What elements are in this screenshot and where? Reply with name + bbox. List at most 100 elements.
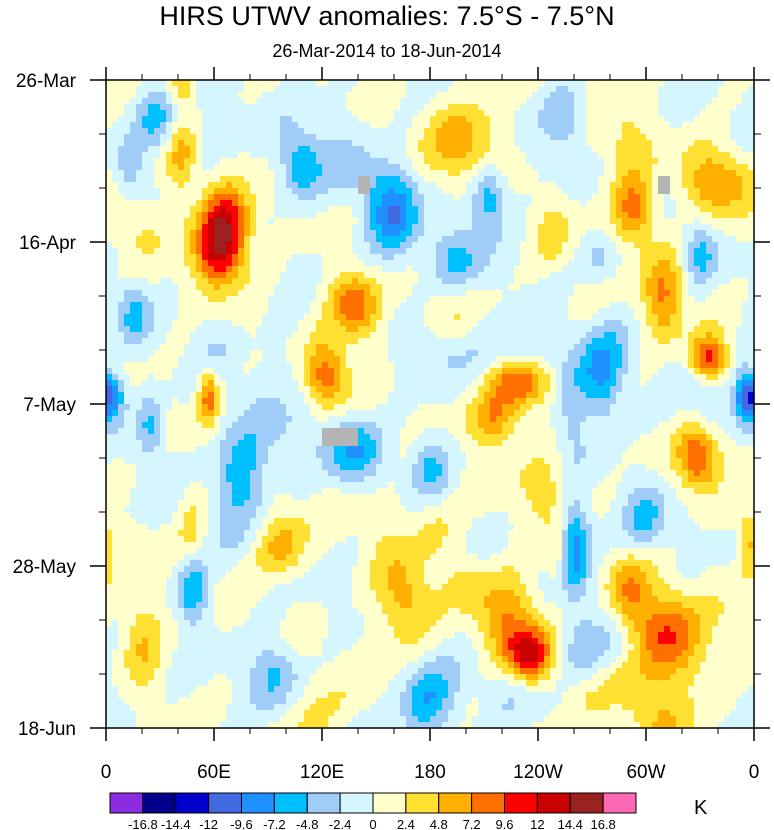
field-cell bbox=[232, 290, 239, 297]
field-cell bbox=[700, 350, 707, 357]
field-cell bbox=[388, 188, 395, 195]
field-cell bbox=[568, 212, 575, 219]
field-cell bbox=[268, 278, 275, 285]
field-cell bbox=[322, 260, 329, 267]
field-cell bbox=[532, 344, 539, 351]
field-cell bbox=[160, 314, 167, 321]
field-cell bbox=[454, 152, 461, 159]
field-cell bbox=[592, 284, 599, 291]
field-cell bbox=[628, 134, 635, 141]
field-cell bbox=[562, 212, 569, 219]
field-cell bbox=[316, 332, 323, 339]
field-cell bbox=[214, 326, 221, 333]
field-cell bbox=[580, 278, 587, 285]
field-cell bbox=[646, 146, 653, 153]
field-cell bbox=[178, 158, 185, 165]
field-cell bbox=[490, 86, 497, 93]
field-cell bbox=[298, 152, 305, 159]
field-cell bbox=[460, 326, 467, 333]
field-cell bbox=[556, 248, 563, 255]
field-cell bbox=[532, 86, 539, 93]
field-cell bbox=[118, 314, 125, 321]
field-cell bbox=[448, 260, 455, 267]
field-cell bbox=[718, 224, 725, 231]
field-cell bbox=[232, 284, 239, 291]
field-cell bbox=[238, 152, 245, 159]
field-cell bbox=[412, 212, 419, 219]
field-cell bbox=[448, 92, 455, 99]
field-cell bbox=[472, 200, 479, 207]
field-cell bbox=[478, 158, 485, 165]
field-cell bbox=[700, 128, 707, 135]
field-cell bbox=[112, 212, 119, 219]
field-cell bbox=[214, 266, 221, 273]
field-cell bbox=[316, 122, 323, 129]
field-cell bbox=[580, 344, 587, 351]
field-cell bbox=[178, 284, 185, 291]
field-cell bbox=[214, 272, 221, 279]
field-cell bbox=[586, 302, 593, 309]
field-cell bbox=[706, 224, 713, 231]
field-cell bbox=[178, 242, 185, 249]
field-cell bbox=[658, 350, 665, 357]
field-cell bbox=[382, 278, 389, 285]
field-cell bbox=[370, 344, 377, 351]
field-cell bbox=[268, 206, 275, 213]
field-cell bbox=[550, 170, 557, 177]
field-cell bbox=[214, 194, 221, 201]
field-cell bbox=[562, 314, 569, 321]
field-cell bbox=[520, 98, 527, 105]
field-cell bbox=[544, 182, 551, 189]
field-cell bbox=[124, 338, 131, 345]
field-cell bbox=[610, 86, 617, 93]
field-cell bbox=[568, 236, 575, 243]
field-cell bbox=[160, 266, 167, 273]
field-cell bbox=[610, 140, 617, 147]
field-cell bbox=[304, 218, 311, 225]
field-cell bbox=[700, 212, 707, 219]
field-cell bbox=[232, 212, 239, 219]
field-cell bbox=[400, 86, 407, 93]
field-cell bbox=[700, 224, 707, 231]
field-cell bbox=[592, 332, 599, 339]
field-cell bbox=[640, 344, 647, 351]
field-cell bbox=[460, 122, 467, 129]
field-cell bbox=[136, 152, 143, 159]
field-cell bbox=[280, 338, 287, 345]
field-cell bbox=[556, 140, 563, 147]
field-cell bbox=[244, 236, 251, 243]
field-cell bbox=[448, 194, 455, 201]
field-cell bbox=[454, 290, 461, 297]
field-cell bbox=[370, 260, 377, 267]
field-cell bbox=[472, 86, 479, 93]
field-cell bbox=[730, 260, 737, 267]
field-cell bbox=[598, 152, 605, 159]
field-cell bbox=[190, 260, 197, 267]
field-cell bbox=[712, 248, 719, 255]
field-cell bbox=[262, 266, 269, 273]
field-cell bbox=[340, 116, 347, 123]
field-cell bbox=[130, 320, 137, 327]
field-cell bbox=[706, 152, 713, 159]
field-cell bbox=[694, 86, 701, 93]
field-cell bbox=[274, 230, 281, 237]
field-cell bbox=[382, 176, 389, 183]
field-cell bbox=[382, 332, 389, 339]
field-cell bbox=[190, 122, 197, 129]
field-cell bbox=[508, 296, 515, 303]
field-cell bbox=[556, 260, 563, 267]
field-cell bbox=[724, 110, 731, 117]
field-cell bbox=[136, 266, 143, 273]
field-cell bbox=[544, 158, 551, 165]
field-cell bbox=[256, 224, 263, 231]
field-cell bbox=[406, 152, 413, 159]
field-cell bbox=[592, 248, 599, 255]
field-cell bbox=[364, 248, 371, 255]
field-cell bbox=[316, 164, 323, 171]
field-cell bbox=[406, 104, 413, 111]
field-cell bbox=[268, 296, 275, 303]
field-cell bbox=[664, 350, 671, 357]
field-cell bbox=[688, 344, 695, 351]
field-cell bbox=[106, 122, 113, 129]
field-cell bbox=[748, 80, 755, 87]
